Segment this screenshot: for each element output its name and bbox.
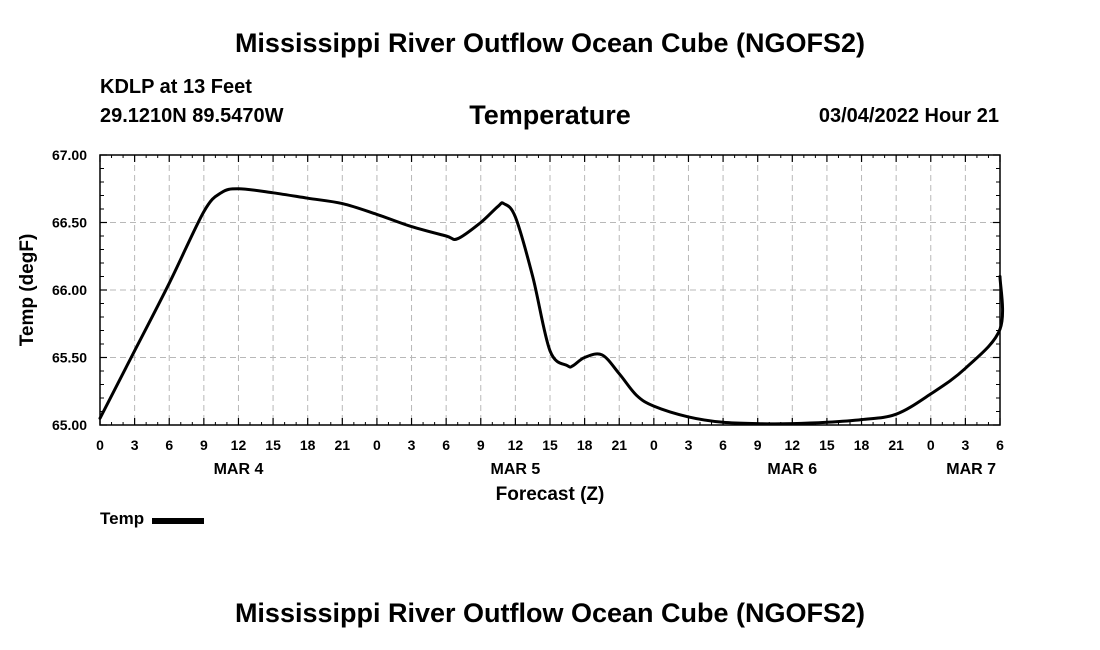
x-tick-label: 15 — [265, 437, 281, 453]
x-tick-label: 9 — [477, 437, 485, 453]
station-coordinates: 29.1210N 89.5470W — [100, 105, 284, 127]
x-tick-label: 18 — [300, 437, 316, 453]
x-tick-label: 0 — [373, 437, 381, 453]
x-tick-label: 18 — [577, 437, 593, 453]
x-tick-label: 6 — [442, 437, 450, 453]
y-tick-label: 65.50 — [52, 350, 87, 366]
x-tick-label: 15 — [542, 437, 558, 453]
y-axis-label: Temp (degF) — [17, 234, 38, 347]
x-tick-label: 0 — [96, 437, 104, 453]
x-tick-label: 21 — [335, 437, 351, 453]
legend-label: Temp — [100, 509, 145, 528]
y-tick-label: 66.50 — [52, 215, 87, 231]
chart-subtitle: Temperature — [469, 100, 631, 130]
x-tick-label: 12 — [508, 437, 524, 453]
y-tick-label: 66.00 — [52, 282, 87, 298]
grid — [100, 155, 1000, 425]
x-tick-label: 0 — [650, 437, 658, 453]
chart-title: Mississippi River Outflow Ocean Cube (NG… — [234, 28, 866, 58]
x-tick-label: 18 — [854, 437, 870, 453]
axis-ticks — [99, 154, 1001, 426]
x-tick-label: 6 — [719, 437, 727, 453]
series-line-temp — [98, 187, 1005, 426]
x-tick-label: 3 — [131, 437, 139, 453]
x-tick-label: 3 — [408, 437, 416, 453]
y-tick-label: 65.00 — [52, 417, 87, 433]
legend-line-swatch — [152, 517, 205, 524]
y-tick-label: 67.00 — [52, 147, 87, 163]
x-tick-label: 6 — [165, 437, 173, 453]
x-tick-label: 9 — [200, 437, 208, 453]
x-tick-label: 9 — [754, 437, 762, 453]
x-axis-label: Forecast (Z) — [496, 484, 605, 505]
series-layer — [98, 187, 1005, 426]
date-label: MAR 6 — [767, 461, 817, 478]
forecast-datetime: 03/04/2022 Hour 21 — [818, 105, 999, 127]
date-label: MAR 4 — [214, 461, 264, 478]
x-tick-label: 6 — [996, 437, 1004, 453]
legend: Temp — [100, 509, 205, 529]
date-label: MAR 7 — [946, 461, 996, 478]
date-label: MAR 5 — [490, 461, 540, 478]
x-tick-label: 0 — [927, 437, 935, 453]
axis-labels: 0 3 6 9 12 15 18 21 0 3 6 9 12 15 18 21 0 3 6 9 12 15 18 21 0 3 66… — [52, 147, 1004, 478]
x-tick-label: 12 — [785, 437, 801, 453]
x-tick-label: 15 — [819, 437, 835, 453]
x-tick-label: 3 — [685, 437, 693, 453]
x-tick-label: 12 — [231, 437, 247, 453]
footer-title: Mississippi River Outflow Ocean Cube (NG… — [234, 598, 866, 628]
x-tick-label: 3 — [961, 437, 969, 453]
station-label: KDLP at 13 Feet — [100, 76, 252, 98]
x-tick-label: 21 — [888, 437, 904, 453]
x-tick-label: 21 — [611, 437, 627, 453]
